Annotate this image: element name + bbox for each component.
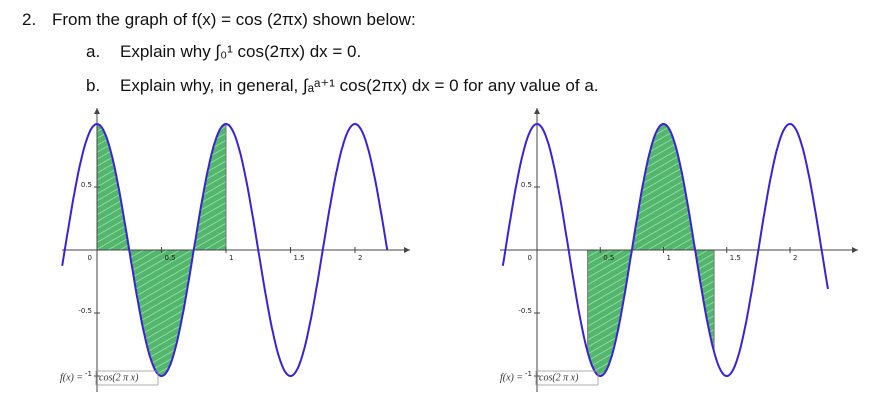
x-tick-label: 1.5 (730, 254, 741, 262)
problem-number: 2. (22, 10, 37, 29)
y-axis-arrow (534, 108, 540, 114)
function-box (535, 370, 599, 386)
function-name: f(x) = (60, 372, 83, 383)
origin-label: 0 (528, 254, 532, 262)
part-text: Explain why, in general, ∫ₐᵃ⁺¹ cos(2πx) … (120, 76, 599, 95)
x-tick-label: 1.5 (294, 254, 305, 262)
cosine-curve (501, 122, 829, 378)
problem-stem: From the graph of f(x) = cos (2πx) shown… (52, 10, 416, 29)
function-name: f(x) = (500, 372, 523, 383)
part-label: b. (86, 76, 101, 95)
function-expr: cos(2 π x) (539, 372, 579, 383)
x-tick-label: 1 (229, 254, 233, 262)
y-axis-arrow (94, 108, 100, 114)
x-axis-arrow (404, 247, 410, 253)
function-expr: cos(2 π x) (99, 372, 139, 383)
x-tick-label: 0.5 (165, 254, 176, 262)
x-tick-label: 1 (667, 254, 671, 262)
x-tick-label: 0.5 (603, 254, 614, 262)
y-tick-label: -1 (85, 370, 92, 378)
y-tick-label: -0.5 (518, 307, 532, 315)
y-tick-label: -0.5 (78, 307, 92, 315)
y-tick-label: 0.5 (81, 181, 92, 189)
part-label: a. (86, 42, 101, 61)
x-tick-label: 2 (793, 254, 797, 262)
origin-label: 0 (88, 254, 92, 262)
cosine-curve (61, 122, 389, 378)
function-box (95, 370, 159, 386)
y-tick-label: 0.5 (521, 181, 532, 189)
y-tick-label: -1 (525, 370, 532, 378)
part-text: Explain why ∫₀¹ cos(2πx) dx = 0. (120, 42, 362, 61)
x-tick-label: 2 (358, 254, 362, 262)
x-axis-arrow (852, 247, 858, 253)
